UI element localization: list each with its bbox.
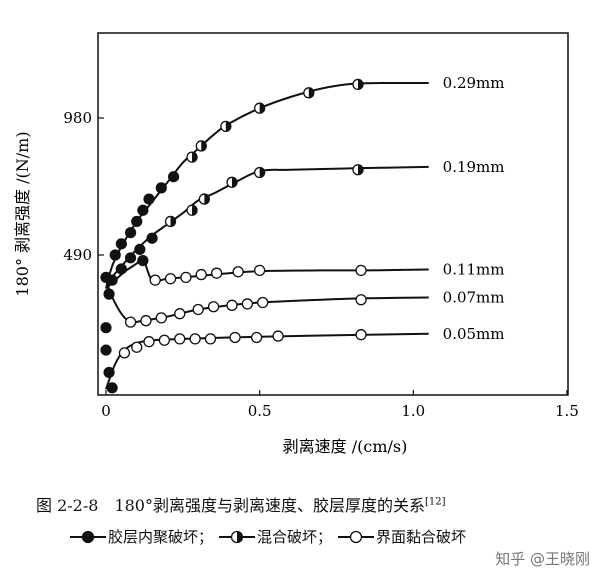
marker-open	[158, 334, 171, 346]
marker-filled	[103, 288, 115, 300]
caption-reference: [12]	[424, 496, 446, 508]
marker-filled	[124, 227, 137, 239]
marker-mixed	[253, 166, 266, 179]
marker-open	[124, 316, 137, 328]
x-axis-label: 剥离速度 /(cm/s)	[283, 437, 408, 456]
marker-open	[257, 296, 269, 309]
marker-filled	[143, 193, 155, 205]
marker-mixed	[352, 78, 364, 91]
marker-filled	[115, 238, 127, 250]
plot-frame	[97, 32, 569, 396]
marker-open	[180, 271, 192, 284]
marker-open	[140, 315, 152, 327]
marker-open	[250, 331, 263, 344]
marker-open	[207, 301, 220, 313]
marker-open	[272, 330, 284, 342]
marker-filled	[131, 215, 143, 228]
legend-label: 界面黏合破坏	[376, 528, 467, 546]
marker-open	[143, 336, 155, 348]
marker-open	[349, 530, 363, 543]
marker-open	[195, 268, 207, 281]
y-tick-label: 490	[63, 246, 92, 264]
marker-open	[118, 347, 131, 359]
y-tick-label: 980	[63, 109, 92, 127]
watermark: 知乎 @王晓刚	[495, 550, 590, 568]
series-label: 0.05mm	[443, 325, 505, 343]
chart: 0 0.5 1.0 1.5 490 980 0.29mm 0.19mm 0.11mm 0.07…	[13, 32, 579, 456]
marker-open	[204, 333, 217, 345]
x-tick-label: 0	[101, 402, 111, 420]
marker-filled	[137, 254, 149, 267]
marker-filled	[115, 263, 127, 275]
marker-mixed	[195, 140, 207, 152]
legend-label: 胶层内聚破坏；	[108, 528, 214, 546]
marker-mixed	[253, 102, 266, 114]
marker-open	[131, 341, 143, 353]
series-label: 0.07mm	[443, 288, 505, 306]
marker-filled	[100, 271, 112, 283]
figure-caption: 图 2-2-8 180°剥离强度与剥离速度、胶层厚度的关系[12]	[36, 492, 446, 516]
marker-filled	[168, 171, 180, 183]
marker-filled	[155, 182, 167, 194]
marker-filled	[146, 232, 158, 244]
legend-item-open: 界面黏合破坏	[338, 526, 466, 547]
marker-filled	[100, 322, 112, 334]
marker-filled	[134, 243, 146, 256]
legend-label: 混合破坏；	[257, 528, 333, 546]
marker-open	[155, 312, 167, 324]
marker-open	[226, 299, 238, 311]
caption-text: 图 2-2-8 180°剥离强度与剥离速度、胶层厚度的关系	[36, 496, 425, 515]
marker-mixed	[164, 215, 177, 228]
marker-open	[174, 308, 186, 320]
marker-mixed	[352, 164, 364, 176]
x-tick-label: 1.0	[401, 402, 425, 420]
marker-filled	[109, 249, 121, 261]
marker-open	[229, 331, 241, 344]
legend-item-filled: 胶层内聚破坏；	[70, 526, 213, 547]
marker-open	[355, 264, 367, 277]
marker-mixed	[220, 120, 232, 133]
legend-marker-icon	[70, 530, 106, 543]
legend-item-mixed: 混合破坏；	[219, 526, 332, 547]
marker-filled	[81, 530, 95, 543]
marker-filled	[106, 382, 118, 394]
series-label: 0.29mm	[443, 74, 505, 92]
series-line	[105, 81, 429, 289]
marker-open	[355, 329, 367, 341]
legend-marker-icon	[338, 530, 375, 543]
x-tick-label: 1.5	[555, 402, 579, 420]
x-tick-label: 0.5	[248, 402, 272, 420]
marker-filled	[103, 366, 115, 379]
marker-open	[189, 333, 201, 345]
marker-filled	[137, 204, 149, 216]
series-label: 0.19mm	[443, 158, 505, 176]
y-axis-label: 180° 剥离强度 /(N/m)	[13, 131, 32, 296]
legend-marker-icon	[219, 530, 256, 543]
marker-open	[253, 264, 266, 277]
marker-open	[355, 294, 367, 306]
marker-open	[164, 273, 177, 285]
marker-filled	[100, 344, 112, 356]
marker-mixed	[226, 176, 238, 188]
marker-mixed	[186, 151, 198, 163]
marker-open	[149, 274, 161, 286]
series-label: 0.11mm	[443, 261, 505, 279]
marker-mixed	[303, 87, 315, 99]
marker-mixed	[230, 530, 244, 543]
marker-open	[210, 267, 223, 279]
marker-open	[174, 333, 186, 345]
marker-filled	[124, 252, 137, 264]
marker-open	[241, 298, 254, 310]
legend: 胶层内聚破坏； 混合破坏； 界面黏合破坏	[70, 526, 472, 547]
marker-open	[232, 266, 244, 278]
marker-mixed	[186, 204, 198, 216]
marker-mixed	[198, 193, 210, 205]
marker-open	[192, 303, 204, 316]
